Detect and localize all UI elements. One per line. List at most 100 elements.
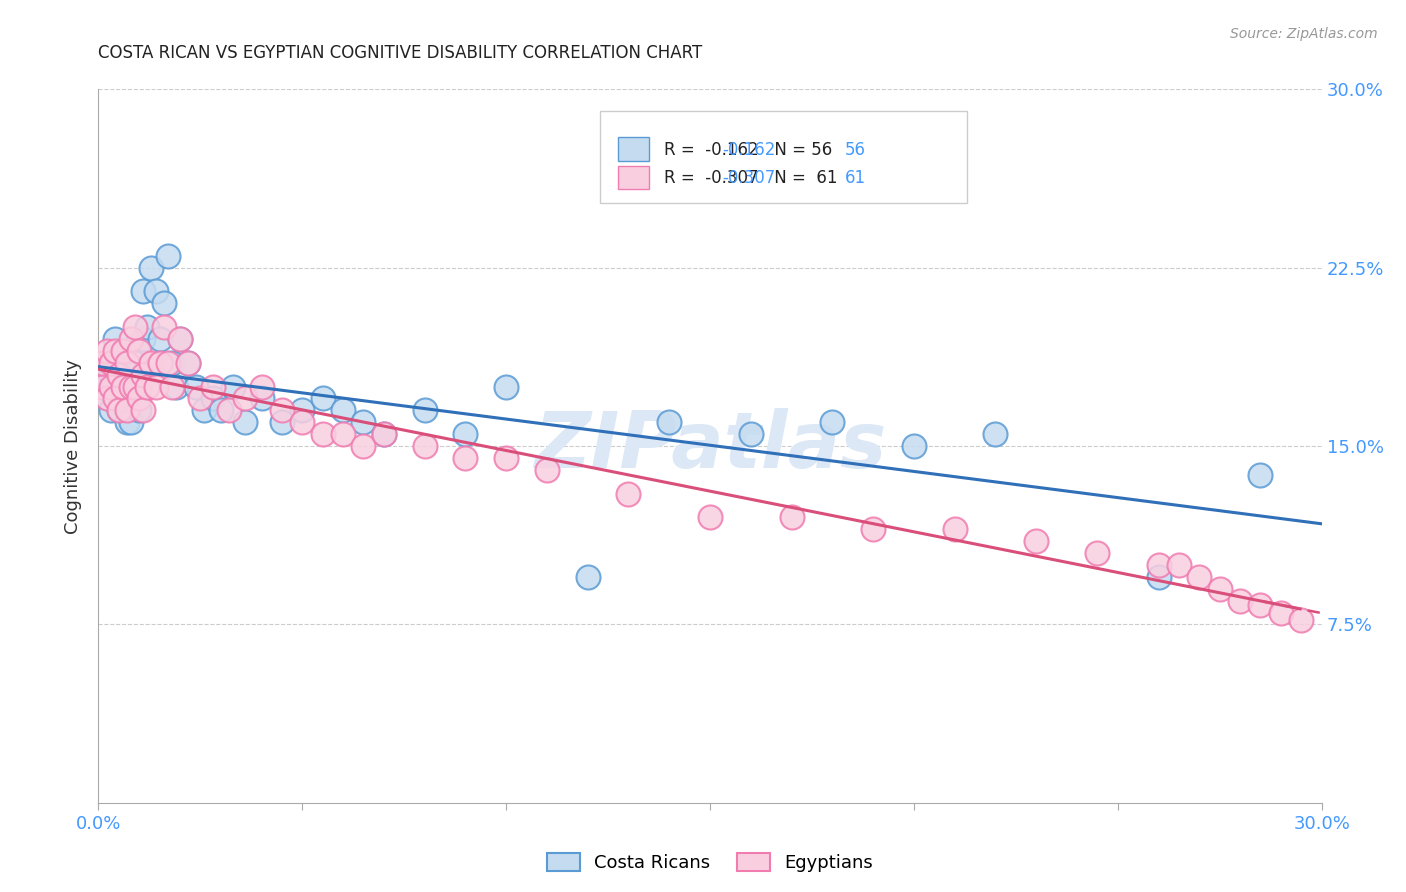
Point (115, 403, 138, 417)
Point (193, 403, 215, 417)
Point (132, 285, 155, 299)
Point (312, 427, 335, 442)
Point (1147, 570, 1170, 584)
Point (124, 356, 146, 370)
Point (352, 439, 374, 453)
Point (658, 415, 681, 429)
Point (1270, 606, 1292, 620)
Point (111, 343, 134, 358)
Point (780, 510, 803, 524)
Point (413, 403, 436, 417)
FancyBboxPatch shape (619, 137, 650, 161)
Point (312, 392, 335, 406)
Point (100, 368, 122, 382)
FancyBboxPatch shape (619, 166, 650, 189)
Point (332, 427, 354, 442)
Point (270, 415, 294, 429)
Point (169, 332, 191, 346)
Point (145, 379, 167, 393)
Point (115, 379, 138, 393)
Point (156, 249, 179, 263)
Point (108, 368, 131, 382)
Point (141, 356, 163, 370)
Point (132, 368, 155, 382)
Point (104, 392, 127, 406)
Point (120, 379, 142, 393)
Point (160, 379, 183, 393)
Point (104, 343, 127, 358)
Point (124, 379, 146, 393)
Point (495, 450, 517, 465)
Point (250, 392, 273, 406)
Point (233, 392, 256, 406)
Point (108, 368, 131, 382)
Point (984, 427, 1007, 442)
Point (1188, 570, 1211, 584)
Text: Source: ZipAtlas.com: Source: ZipAtlas.com (1230, 27, 1378, 41)
Point (96, 356, 118, 370)
Point (108, 403, 131, 417)
Point (124, 320, 146, 334)
Point (100, 379, 122, 393)
Point (156, 356, 179, 370)
Point (145, 285, 167, 299)
Point (128, 392, 150, 406)
Point (128, 343, 150, 358)
Point (352, 415, 374, 429)
Text: -0.162: -0.162 (723, 141, 776, 159)
Point (124, 392, 146, 406)
Point (495, 379, 517, 393)
Point (233, 415, 256, 429)
Point (169, 332, 191, 346)
Point (1249, 599, 1271, 613)
Point (132, 403, 155, 417)
Point (332, 403, 354, 417)
Point (454, 427, 477, 442)
Point (120, 332, 142, 346)
Point (1167, 558, 1189, 572)
Point (120, 415, 142, 429)
Point (1025, 534, 1047, 549)
Point (1249, 467, 1271, 482)
Point (111, 379, 134, 393)
Point (201, 392, 224, 406)
Point (1147, 558, 1170, 572)
Text: ZIPatlas: ZIPatlas (534, 408, 886, 484)
Point (136, 320, 159, 334)
Point (165, 379, 187, 393)
Point (149, 332, 172, 346)
Point (373, 427, 395, 442)
Point (100, 403, 122, 417)
Point (120, 368, 142, 382)
Point (115, 415, 138, 429)
Point (136, 379, 159, 393)
Point (111, 379, 134, 393)
Point (291, 415, 314, 429)
Text: R =  -0.162   N = 56: R = -0.162 N = 56 (664, 141, 832, 159)
Point (270, 403, 294, 417)
Y-axis label: Cognitive Disability: Cognitive Disability (65, 359, 83, 533)
Point (250, 379, 273, 393)
Point (177, 356, 200, 370)
Point (454, 450, 477, 465)
Point (177, 356, 200, 370)
Point (1291, 613, 1313, 627)
Text: R =  -0.307   N =  61: R = -0.307 N = 61 (664, 169, 837, 187)
Point (104, 379, 127, 393)
Point (152, 296, 174, 310)
Point (160, 356, 183, 370)
Point (96, 392, 118, 406)
Point (115, 356, 138, 370)
Text: -0.307: -0.307 (723, 169, 776, 187)
Point (104, 332, 127, 346)
Point (201, 379, 224, 393)
Point (821, 415, 844, 429)
Point (1229, 593, 1251, 607)
FancyBboxPatch shape (600, 111, 967, 203)
Point (100, 356, 122, 370)
Point (218, 403, 240, 417)
Point (91, 379, 114, 393)
Point (740, 427, 762, 442)
Point (108, 403, 131, 417)
Point (91, 379, 114, 393)
